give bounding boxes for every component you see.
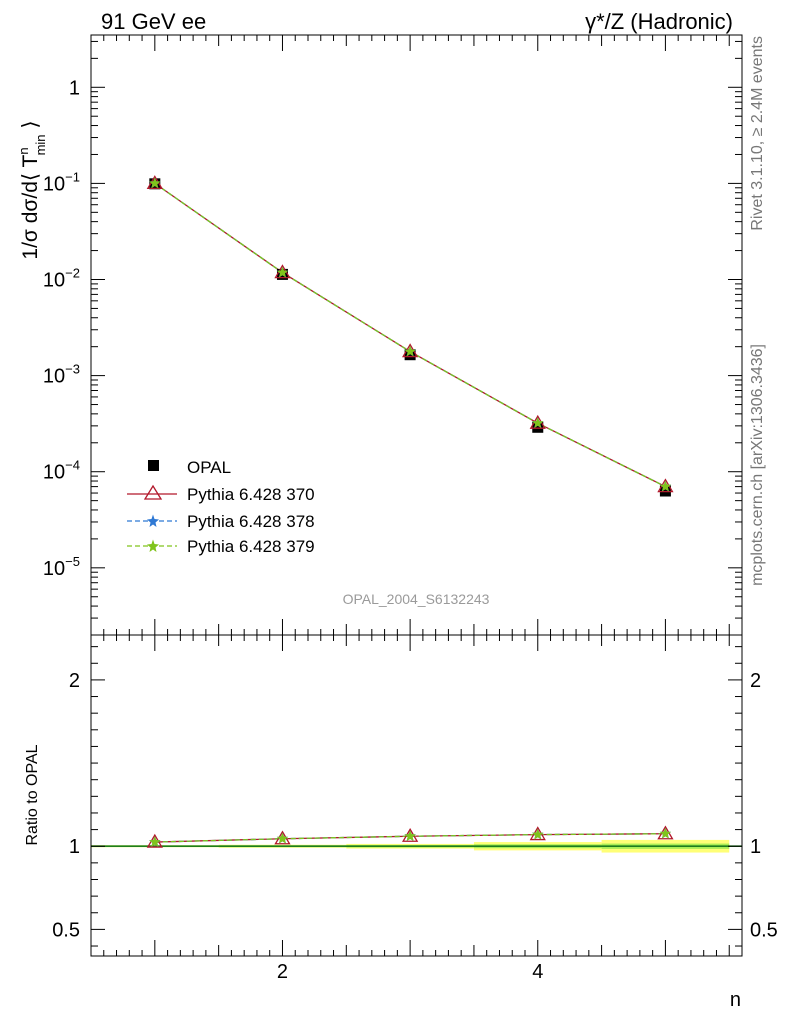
legend: OPAL Pythia 6.428 370 Pythia 6.428 378 P… — [127, 458, 315, 556]
main-series-line — [154, 182, 666, 488]
ratio-panel: 0.5 0.5 1 1 2 2 2 4 Ratio to OPAL n — [24, 634, 778, 1011]
main-series-line — [154, 182, 666, 488]
main-mc-marker — [659, 480, 672, 492]
x-tick-label: 4 — [532, 961, 543, 983]
watermark: OPAL_2004_S6132243 — [343, 591, 490, 607]
main-panel: 110−110−210−310−410−5 1/σ dσ/d⟨ Tn min ⟩ … — [16, 34, 743, 636]
main-y-tick-label: 10−5 — [43, 554, 80, 580]
header-left-title: 91 GeV ee — [101, 9, 206, 34]
main-series — [146, 175, 674, 497]
main-series-line — [154, 182, 666, 488]
main-mc-marker — [149, 177, 161, 189]
legend-py379-label: Pythia 6.428 379 — [187, 537, 315, 556]
legend-py370-marker — [143, 484, 163, 500]
ratio-series-line — [154, 833, 666, 843]
ratio-y-tick-label-right: 0.5 — [750, 919, 778, 941]
header-right-title: γ*/Z (Hadronic) — [585, 9, 733, 34]
ratio-mc-marker — [404, 830, 416, 842]
ratio-ticks: 0.5 0.5 1 1 2 2 2 4 — [52, 635, 778, 983]
ratio-y-tick-label-right: 1 — [750, 836, 761, 858]
legend-opal-label: OPAL — [187, 458, 231, 477]
ratio-mc-marker — [532, 828, 544, 840]
ratio-y-tick-label-left: 0.5 — [52, 919, 80, 941]
ratio-series — [146, 825, 674, 848]
main-mc-marker — [532, 417, 544, 429]
ratio-frame — [90, 634, 743, 957]
mcplots-label: mcplots.cern.ch [arXiv:1306.3436] — [749, 344, 766, 586]
main-y-tick-label: 10−4 — [43, 458, 80, 484]
main-data-point — [404, 349, 416, 361]
ratio-y-tick-label-right: 2 — [750, 670, 761, 692]
x-axis-label: n — [730, 989, 741, 1011]
x-tick-label: 2 — [277, 961, 288, 983]
ratio-bands — [91, 839, 742, 853]
ratio-mc-marker — [149, 836, 161, 847]
main-y-tick-label: 10−3 — [43, 362, 80, 388]
main-mc-marker — [404, 345, 416, 357]
main-ticks: 1 10−1 10−2 10−3 10−4 10−5 — [43, 35, 742, 636]
legend-opal-marker — [148, 460, 159, 471]
rivet-label: Rivet 3.1.10, ≥ 2.4M events — [749, 36, 766, 231]
ratio-mc-marker — [276, 832, 289, 844]
ratio-mc-marker — [659, 827, 672, 839]
main-y-tick-label: 1 — [69, 77, 80, 99]
ratio-y-tick-label-left: 2 — [69, 670, 80, 692]
legend-py370-label: Pythia 6.428 370 — [187, 485, 315, 504]
main-data-point — [532, 421, 544, 433]
legend-py378-marker — [147, 514, 159, 527]
main-y-tick-label: 10−1 — [43, 169, 80, 195]
main-mc-marker — [276, 266, 289, 278]
legend-py379-marker — [147, 539, 159, 552]
ratio-y-axis-label: Ratio to OPAL — [24, 744, 41, 845]
ratio-y-tick-label-left: 1 — [69, 836, 80, 858]
legend-py378-label: Pythia 6.428 378 — [187, 512, 315, 531]
main-y-tick-label: 10−2 — [43, 266, 80, 292]
